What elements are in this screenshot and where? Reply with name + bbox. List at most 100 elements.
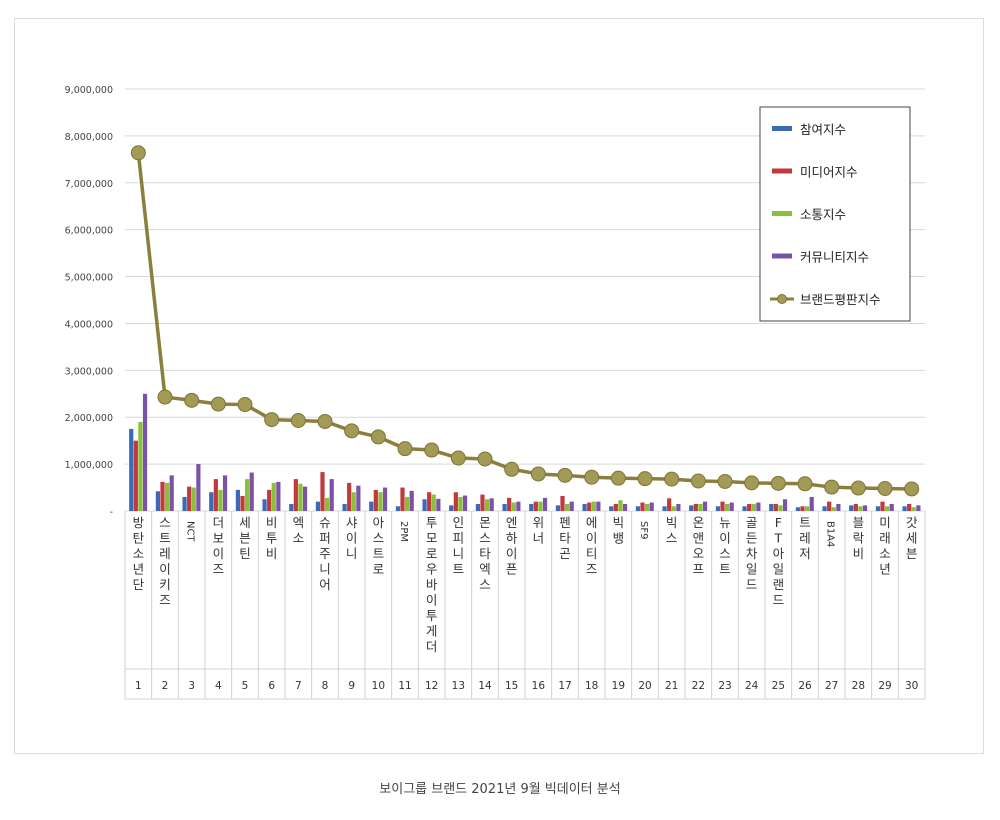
- bar-참여지수-8: [315, 501, 320, 511]
- bar-참여지수-1: [129, 428, 134, 511]
- bar-커뮤니티지수-30: [916, 505, 921, 511]
- bar-커뮤니티지수-28: [862, 505, 868, 511]
- bar-미디어지수-15: [507, 497, 512, 511]
- rank-label: 7: [295, 680, 302, 692]
- rank-label: 9: [348, 680, 355, 692]
- bar-커뮤니티지수-3: [196, 464, 201, 511]
- legend-swatch: [772, 168, 792, 174]
- legend-label: 브랜드평판지수: [800, 292, 881, 307]
- bar-커뮤니티지수-17: [569, 501, 574, 511]
- bar-참여지수-28: [849, 505, 854, 511]
- bar-미디어지수-23: [720, 501, 725, 511]
- rank-label: 8: [322, 680, 329, 692]
- x-tick-label: B1A4: [825, 521, 836, 547]
- y-tick-label: 6,000,000: [65, 226, 113, 237]
- y-tick-label: 3,000,000: [65, 366, 113, 377]
- bar-소통지수-27: [831, 507, 836, 511]
- bar-커뮤니티지수-27: [836, 503, 841, 511]
- bar-소통지수-20: [645, 503, 650, 511]
- bar-미디어지수-24: [747, 503, 752, 511]
- bar-미디어지수-18: [587, 502, 592, 511]
- bar-소통지수-2: [165, 482, 170, 511]
- bar-소통지수-22: [698, 503, 703, 511]
- bar-미디어지수-6: [267, 489, 272, 511]
- bar-참여지수-22: [689, 505, 694, 511]
- legend-label: 커뮤니티지수: [800, 250, 869, 265]
- y-tick-label: 1,000,000: [65, 460, 113, 471]
- bar-소통지수-21: [671, 506, 676, 511]
- rank-label: 1: [135, 680, 142, 692]
- bar-소통지수-12: [431, 494, 436, 511]
- bar-소통지수-10: [378, 492, 383, 511]
- rank-label: 14: [478, 680, 492, 692]
- bar-커뮤니티지수-16: [542, 497, 548, 511]
- bar-소통지수-15: [511, 502, 516, 511]
- bar-커뮤니티지수-5: [249, 472, 254, 511]
- bar-참여지수-17: [555, 505, 560, 511]
- bar-미디어지수-14: [480, 494, 485, 511]
- bar-미디어지수-13: [453, 492, 458, 511]
- bar-커뮤니티지수-21: [676, 503, 681, 511]
- bar-소통지수-23: [725, 503, 730, 511]
- bar-참여지수-6: [262, 499, 267, 511]
- bar-참여지수-3: [182, 496, 187, 511]
- bar-미디어지수-21: [667, 498, 672, 511]
- bar-미디어지수-3: [187, 486, 192, 511]
- bar-소통지수-24: [751, 503, 756, 511]
- bar-미디어지수-9: [347, 482, 352, 511]
- brand-index-point-23: [717, 473, 733, 489]
- bar-참여지수-20: [635, 506, 640, 511]
- y-tick-label: 5,000,000: [65, 273, 113, 284]
- bar-커뮤니티지수-29: [889, 503, 894, 511]
- brand-index-point-15: [504, 461, 520, 477]
- legend-marker: [777, 294, 787, 304]
- brand-index-point-5: [237, 397, 253, 413]
- bar-소통지수-3: [191, 487, 196, 511]
- y-tick-label: 4,000,000: [65, 319, 113, 330]
- rank-label: 19: [612, 680, 625, 692]
- brand-index-point-18: [584, 469, 600, 485]
- bar-커뮤니티지수-9: [356, 485, 361, 511]
- bar-커뮤니티지수-22: [702, 501, 708, 511]
- bar-소통지수-16: [538, 501, 543, 511]
- rank-label: 21: [665, 680, 678, 692]
- brand-index-point-26: [797, 476, 813, 492]
- brand-index-point-20: [637, 471, 653, 487]
- legend-label: 참여지수: [800, 122, 846, 137]
- bar-미디어지수-10: [373, 489, 378, 511]
- bar-미디어지수-12: [427, 492, 432, 511]
- brand-index-point-30: [904, 481, 920, 497]
- brand-index-point-7: [290, 413, 306, 429]
- bar-소통지수-1: [138, 421, 143, 511]
- rank-label: 30: [905, 680, 918, 692]
- rank-label: 5: [242, 680, 249, 692]
- bar-참여지수-9: [342, 503, 347, 511]
- bar-소통지수-9: [351, 492, 356, 511]
- brand-index-point-4: [210, 396, 226, 412]
- rank-label: 27: [825, 680, 838, 692]
- bar-커뮤니티지수-4: [222, 475, 228, 511]
- rank-label: 26: [798, 680, 812, 692]
- bar-커뮤니티지수-8: [329, 479, 334, 511]
- bar-소통지수-18: [591, 501, 596, 511]
- bar-미디어지수-28: [853, 503, 858, 511]
- bar-미디어지수-19: [613, 503, 618, 511]
- y-tick-label: 2,000,000: [65, 413, 113, 424]
- bar-참여지수-25: [769, 503, 774, 511]
- brand-index-point-3: [184, 392, 200, 408]
- bar-미디어지수-11: [400, 487, 405, 511]
- bar-미디어지수-25: [773, 503, 778, 511]
- rank-label: 24: [745, 680, 759, 692]
- brand-index-point-28: [850, 480, 866, 496]
- bar-미디어지수-17: [560, 495, 565, 511]
